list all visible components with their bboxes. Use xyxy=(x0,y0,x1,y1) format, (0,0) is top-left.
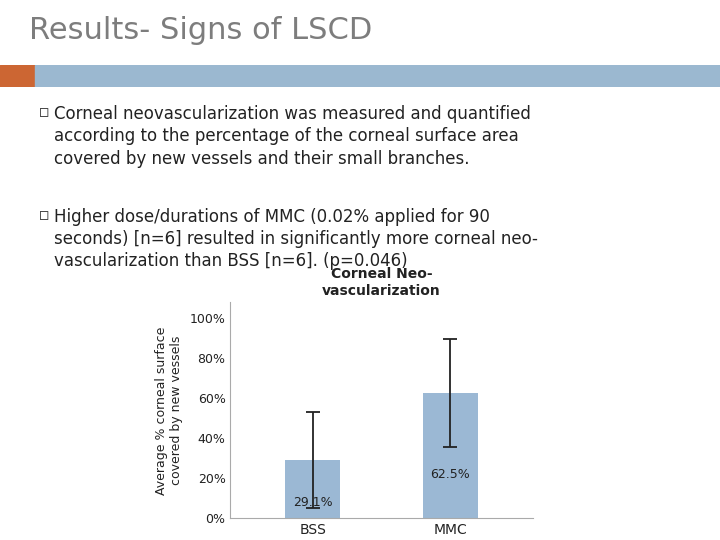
Text: Higher dose/durations of MMC (0.02% applied for 90
seconds) [n=6] resulted in si: Higher dose/durations of MMC (0.02% appl… xyxy=(54,208,538,271)
Text: □: □ xyxy=(40,208,48,222)
Title: Corneal Neo-
vascularization: Corneal Neo- vascularization xyxy=(323,267,441,299)
Text: Results- Signs of LSCD: Results- Signs of LSCD xyxy=(29,16,372,45)
Bar xyxy=(285,460,341,518)
Text: 29.1%: 29.1% xyxy=(293,496,333,509)
Text: □: □ xyxy=(40,105,48,119)
Y-axis label: Average % corneal surface
covered by new vessels: Average % corneal surface covered by new… xyxy=(155,326,183,495)
Text: 62.5%: 62.5% xyxy=(431,468,470,481)
Bar xyxy=(423,394,478,518)
Bar xyxy=(0,65,35,87)
Text: Corneal neovascularization was measured and quantified
according to the percenta: Corneal neovascularization was measured … xyxy=(54,105,531,168)
